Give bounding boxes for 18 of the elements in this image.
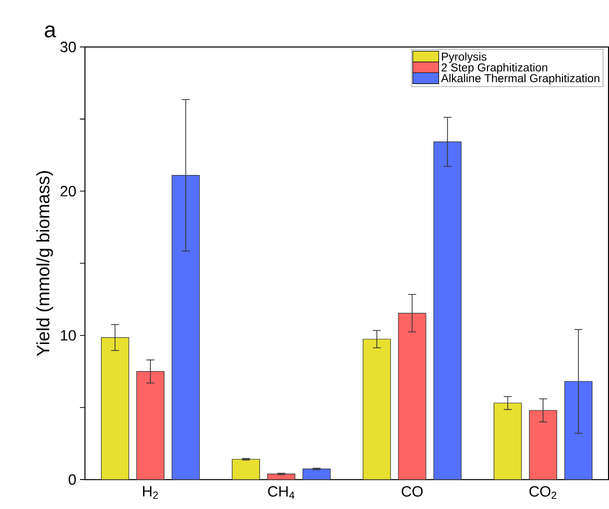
x-tick-label: CO$_{2}$ bbox=[529, 486, 556, 500]
x-tick-label: CO bbox=[402, 486, 423, 497]
bar bbox=[232, 459, 260, 480]
legend-label: Alkaline Thermal Graphitization bbox=[441, 74, 600, 85]
y-tick-label: 20 bbox=[60, 186, 76, 197]
x-tick-label: CH$_{4}$ bbox=[268, 486, 294, 499]
legend-label: Pyrolysis bbox=[442, 52, 486, 64]
y-tick-label: 0 bbox=[68, 474, 76, 486]
bar bbox=[362, 339, 391, 480]
x-tick-label: H$_{2}$ bbox=[143, 486, 158, 499]
bar bbox=[302, 468, 331, 480]
bar bbox=[267, 474, 296, 480]
y-axis-title: Yield (mmol/g biomass) bbox=[36, 171, 53, 356]
y-tick-label: 10 bbox=[60, 330, 76, 341]
bar bbox=[398, 313, 426, 480]
y-tick-label: 30 bbox=[60, 42, 76, 52]
legend-label: 2 Step Graphitization bbox=[442, 63, 548, 74]
chart-title: a bbox=[44, 26, 56, 38]
